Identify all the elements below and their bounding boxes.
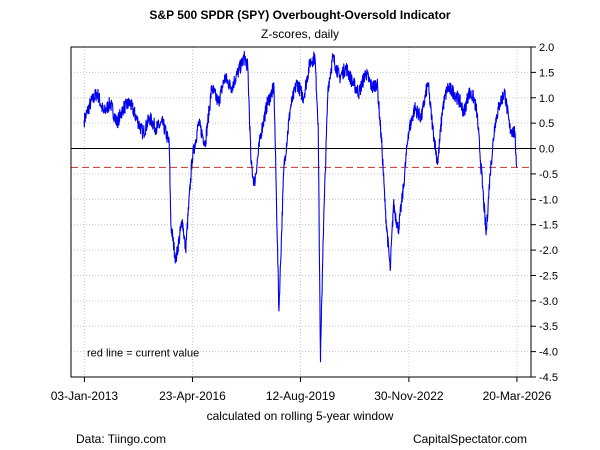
data-source-label: Data: Tiingo.com [76, 432, 167, 446]
y-tick-label: 1.5 [539, 67, 554, 79]
y-tick-label: -0.5 [539, 169, 558, 181]
chart-subtitle: Z-scores, daily [260, 27, 340, 41]
publisher-label: CapitalSpectator.com [412, 432, 527, 446]
chart-title: S&P 500 SPDR (SPY) Overbought-Oversold I… [149, 8, 451, 22]
x-tick-label: 20-Mar-2026 [483, 389, 552, 403]
x-tick-label: 23-Apr-2016 [159, 389, 226, 403]
y-tick-label: -1.0 [539, 194, 558, 206]
y-tick-label: -3.5 [539, 321, 558, 333]
y-tick-label: 2.0 [539, 42, 554, 54]
y-tick-label: -1.5 [539, 220, 558, 232]
y-tick-label: 0.0 [539, 144, 554, 156]
y-tick-label: 0.5 [539, 118, 554, 130]
x-tick-label: 30-Nov-2022 [374, 389, 444, 403]
y-tick-label: -4.5 [539, 372, 558, 384]
y-tick-label: -2.5 [539, 270, 558, 282]
y-tick-label: -4.0 [539, 347, 558, 359]
z-score-line [83, 50, 518, 363]
x-tick-label: 03-Jan-2013 [51, 389, 119, 403]
y-tick-label: -3.0 [539, 296, 558, 308]
y-tick-label: -2.0 [539, 245, 558, 257]
annotation-text: red line = current value [87, 348, 199, 360]
y-tick-label: 1.0 [539, 93, 554, 105]
x-axis-label: calculated on rolling 5-year window [206, 409, 394, 423]
x-tick-label: 12-Aug-2019 [266, 389, 336, 403]
